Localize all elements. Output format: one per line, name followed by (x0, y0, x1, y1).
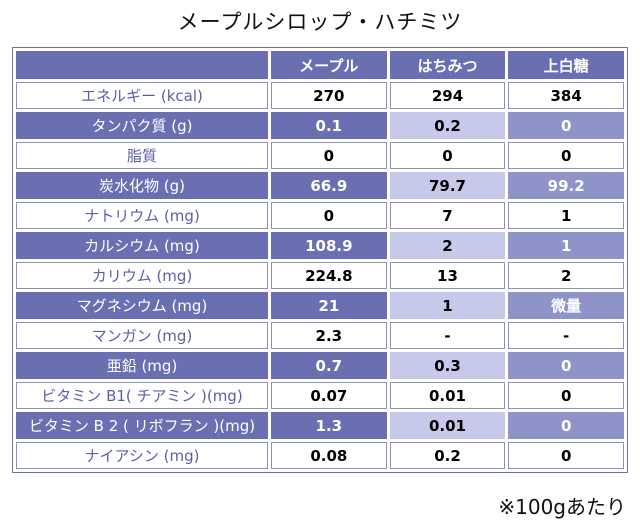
header-corner (16, 51, 268, 79)
nutrient-label: 亜鉛 (mg) (16, 352, 268, 379)
honey-value: 7 (389, 202, 506, 229)
sugar-value: 0 (508, 352, 624, 379)
honey-value: 1 (389, 292, 506, 319)
table-row: カリウム (mg) 224.8 13 2 (16, 262, 624, 289)
table-row: 亜鉛 (mg) 0.7 0.3 0 (16, 352, 624, 379)
table-row: カルシウム (mg) 108.9 2 1 (16, 232, 624, 259)
nutrition-table: メープル はちみつ 上白糖 エネルギー (kcal) 270 294 384 タンパク質… (12, 47, 628, 473)
maple-value: 0.7 (271, 352, 387, 379)
table-row: ビタミン B 2 ( リボフラン )(mg) 1.3 0.01 0 (16, 412, 624, 439)
nutrient-label: タンパク質 (g) (16, 112, 268, 139)
nutrient-label: ビタミン B 2 ( リボフラン )(mg) (16, 412, 268, 439)
column-header-maple: メープル (271, 51, 387, 79)
maple-value: 0 (271, 142, 387, 169)
sugar-value: 1 (508, 202, 624, 229)
honey-value: 294 (389, 82, 506, 109)
nutrient-label: 脂質 (16, 142, 268, 169)
nutrient-label: マグネシウム (mg) (16, 292, 268, 319)
honey-value: 0.2 (389, 112, 506, 139)
sugar-value: 384 (508, 82, 624, 109)
honey-value: 79.7 (389, 172, 506, 199)
table-row: マンガン (mg) 2.3- - (16, 322, 624, 349)
nutrient-label: ビタミン B1( チアミン )(mg) (16, 382, 268, 409)
sugar-value: 1 (508, 232, 624, 259)
sugar-value: 0 (508, 412, 624, 439)
per-100g-note: ※100gあたり (498, 495, 626, 519)
sugar-value: 0 (508, 382, 624, 409)
nutrient-label: エネルギー (kcal) (16, 82, 268, 109)
nutrient-label: カルシウム (mg) (16, 232, 268, 259)
honey-value: 0.2 (389, 442, 506, 469)
sugar-value: 微量 (508, 292, 624, 319)
sugar-value: 0 (508, 112, 624, 139)
table-row: 脂質 0 0 0 (16, 142, 624, 169)
honey-value: 0.01 (389, 382, 506, 409)
sugar-value: 0 (508, 142, 624, 169)
table-row: エネルギー (kcal) 270 294 384 (16, 82, 624, 109)
sugar-value: - (508, 322, 624, 349)
column-header-sugar: 上白糖 (508, 51, 624, 79)
table-row: ビタミン B1( チアミン )(mg) 0.07 0.01 0 (16, 382, 624, 409)
maple-value: 108.9 (271, 232, 387, 259)
table-row: ナイアシン (mg) 0.08 0.2 0 (16, 442, 624, 469)
nutrient-label: カリウム (mg) (16, 262, 268, 289)
page-title: メープルシロップ・ハチミツ (177, 10, 463, 34)
column-header-honey: はちみつ (389, 51, 506, 79)
honey-value: 0.01 (389, 412, 506, 439)
honey-value: 2 (389, 232, 506, 259)
nutrient-label: 炭水化物 (g) (16, 172, 268, 199)
honey-value: 0 (389, 142, 506, 169)
maple-value: 0.07 (271, 382, 387, 409)
nutrient-label: マンガン (mg) (16, 322, 268, 349)
table-row: マグネシウム (mg) 21 1 微量 (16, 292, 624, 319)
maple-value: 66.9 (271, 172, 387, 199)
maple-value: 0.08 (271, 442, 387, 469)
sugar-value: 0 (508, 442, 624, 469)
sugar-value: 2 (508, 262, 624, 289)
maple-value: 21 (271, 292, 387, 319)
maple-value: 270 (271, 82, 387, 109)
maple-value: 2.3 (271, 322, 387, 349)
table-header-row: メープル はちみつ 上白糖 (16, 51, 624, 79)
table-row: ナトリウム (mg) 0 7 1 (16, 202, 624, 229)
maple-value: 224.8 (271, 262, 387, 289)
maple-value: 0.1 (271, 112, 387, 139)
honey-value: - (389, 322, 506, 349)
nutrient-label: ナトリウム (mg) (16, 202, 268, 229)
table-row: タンパク質 (g) 0.1 0.2 0 (16, 112, 624, 139)
sugar-value: 99.2 (508, 172, 624, 199)
honey-value: 0.3 (389, 352, 506, 379)
maple-value: 1.3 (271, 412, 387, 439)
honey-value: 13 (389, 262, 506, 289)
maple-value: 0 (271, 202, 387, 229)
table-row: 炭水化物 (g) 66.9 79.7 99.2 (16, 172, 624, 199)
nutrient-label: ナイアシン (mg) (16, 442, 268, 469)
